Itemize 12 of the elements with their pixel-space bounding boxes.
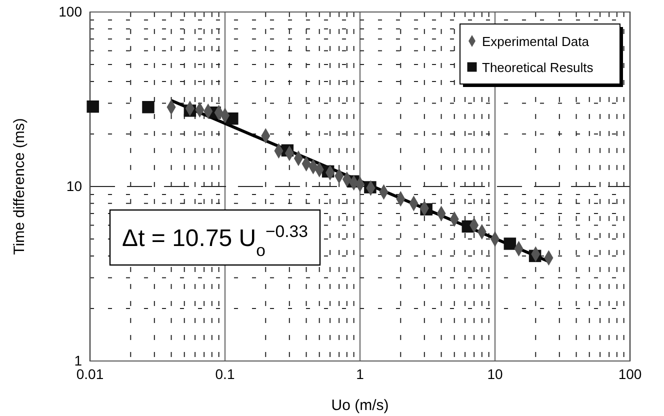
y-tick-label: 1 [74, 352, 82, 368]
x-axis-title: Uo (m/s) [331, 397, 389, 414]
y-axis-title: Time difference (ms) [11, 118, 28, 255]
x-tick-label: 10 [487, 366, 503, 382]
legend-label: Theoretical Results [482, 60, 594, 75]
x-tick-label: 1 [356, 366, 364, 382]
x-tick-label: 100 [618, 366, 642, 382]
y-tick-label: 100 [58, 3, 82, 20]
y-tick-label: 10 [66, 178, 82, 194]
x-tick-label: 0.01 [76, 366, 104, 382]
legend-label: Experimental Data [482, 34, 590, 49]
x-tick-label: 0.1 [215, 366, 235, 382]
